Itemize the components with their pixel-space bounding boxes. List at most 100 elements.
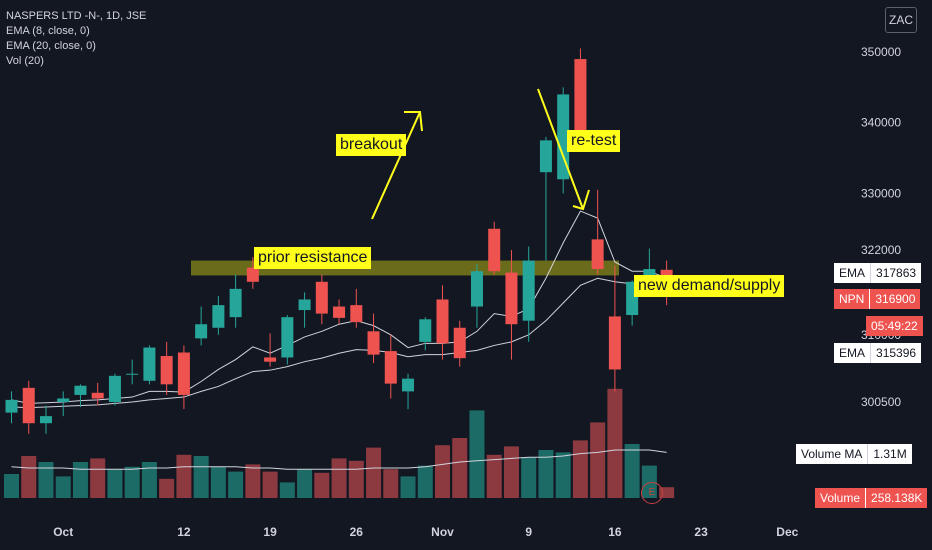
volume-bar bbox=[21, 456, 37, 498]
volume-bar bbox=[262, 471, 278, 498]
time-axis-label: Nov bbox=[431, 525, 454, 539]
volume-bar bbox=[469, 410, 485, 498]
annotation-prior-resistance: prior resistance bbox=[254, 247, 372, 269]
volume-bar bbox=[572, 440, 588, 498]
candle-body bbox=[505, 272, 518, 325]
candle bbox=[557, 87, 570, 194]
volume-bar bbox=[521, 457, 537, 498]
candle-body bbox=[22, 387, 35, 424]
volume-bar bbox=[228, 471, 244, 498]
volume-bar bbox=[659, 487, 675, 498]
candle-body bbox=[453, 327, 466, 359]
retest-arrow bbox=[537, 88, 584, 210]
candle bbox=[5, 391, 18, 424]
volume-bar bbox=[452, 438, 468, 498]
volume-bar bbox=[124, 466, 140, 498]
candle bbox=[574, 48, 587, 144]
candle bbox=[315, 274, 328, 325]
candle-body bbox=[350, 305, 363, 323]
time-axis-label: 16 bbox=[608, 525, 622, 539]
candle-body bbox=[591, 239, 604, 270]
breakout-arrow bbox=[371, 111, 421, 220]
time-axis-label: 12 bbox=[177, 525, 191, 539]
candle-body bbox=[557, 94, 570, 180]
volume-bar bbox=[141, 462, 157, 498]
candle bbox=[281, 315, 294, 365]
volume-bar bbox=[624, 444, 640, 498]
candle bbox=[22, 380, 35, 434]
volume-ma-label: Volume MA bbox=[801, 447, 863, 461]
time-axis-label: 19 bbox=[263, 525, 277, 539]
volume-bar bbox=[435, 445, 450, 498]
ema-top-value: 317863 bbox=[870, 263, 921, 283]
candle-body bbox=[212, 305, 225, 328]
candle bbox=[539, 136, 552, 261]
candle-body bbox=[298, 299, 311, 311]
candle-body bbox=[660, 269, 673, 280]
candle bbox=[298, 292, 311, 328]
volume-bar bbox=[297, 469, 313, 498]
annotation-new-demand-supply: new demand/supply bbox=[634, 275, 785, 297]
retest-arrow-head bbox=[572, 189, 590, 211]
candle-body bbox=[281, 317, 294, 358]
volume-bar bbox=[4, 474, 19, 498]
volume-bar bbox=[245, 464, 261, 498]
volume-bar bbox=[503, 446, 519, 498]
earnings-marker-icon[interactable]: E bbox=[641, 482, 663, 504]
ema8-legend[interactable]: EMA (8, close, 0) bbox=[6, 25, 90, 37]
volume-bar bbox=[55, 476, 71, 498]
symbol-title[interactable]: NASPERS LTD -N-, 1D, JSE bbox=[6, 10, 147, 22]
candle bbox=[177, 345, 190, 410]
time-axis-label: 26 bbox=[350, 525, 364, 539]
candle bbox=[488, 221, 501, 275]
volume-bar bbox=[555, 452, 571, 498]
candle bbox=[212, 295, 225, 335]
candle-body bbox=[39, 416, 52, 424]
candle bbox=[195, 306, 208, 346]
time-axis-label: Dec bbox=[776, 525, 798, 539]
candle-body bbox=[229, 288, 242, 318]
candle bbox=[522, 246, 535, 342]
candle-body bbox=[367, 331, 380, 355]
candle-body bbox=[57, 398, 70, 402]
annotation-breakout: breakout bbox=[336, 134, 407, 156]
time-axis-label: Oct bbox=[53, 525, 73, 539]
volume-bar bbox=[38, 462, 54, 498]
volume-ma-value: 1.31M bbox=[867, 444, 911, 464]
volume-ma-line bbox=[11, 449, 667, 470]
candle bbox=[264, 333, 277, 367]
breakout-arrow-head bbox=[404, 111, 423, 132]
candle bbox=[470, 264, 483, 328]
volume-bar bbox=[590, 422, 606, 498]
vol-legend[interactable]: Vol (20) bbox=[6, 55, 44, 67]
volume-tag: Volume 258.138K bbox=[815, 488, 928, 508]
last-price-value: 316900 bbox=[869, 289, 920, 309]
candle-body bbox=[333, 306, 346, 318]
candle-body bbox=[522, 260, 535, 321]
volume-bar bbox=[348, 460, 364, 498]
candle-body bbox=[264, 357, 277, 362]
currency-button[interactable]: ZAC bbox=[885, 7, 917, 33]
candle bbox=[350, 288, 363, 328]
candle bbox=[333, 299, 346, 325]
candle bbox=[436, 285, 449, 360]
candle-body bbox=[160, 356, 173, 385]
candle-body bbox=[195, 324, 208, 339]
candle-body bbox=[74, 385, 87, 395]
candle bbox=[367, 313, 380, 364]
ema-bottom-value: 315396 bbox=[870, 343, 921, 363]
candle-body bbox=[177, 352, 190, 395]
volume-bar bbox=[314, 472, 330, 498]
candle-body bbox=[574, 59, 587, 139]
annotation-retest: re-test bbox=[567, 130, 621, 152]
candle bbox=[74, 384, 87, 407]
volume-bar bbox=[383, 469, 399, 498]
chart-legend: NASPERS LTD -N-, 1D, JSE EMA (8, close, … bbox=[6, 9, 146, 69]
candle-body bbox=[643, 269, 656, 280]
volume-bar bbox=[279, 482, 295, 498]
candle-body bbox=[402, 378, 415, 392]
ema20-legend[interactable]: EMA (20, close, 0) bbox=[6, 40, 96, 52]
volume-bar bbox=[90, 458, 106, 498]
volume-bar bbox=[607, 388, 623, 498]
